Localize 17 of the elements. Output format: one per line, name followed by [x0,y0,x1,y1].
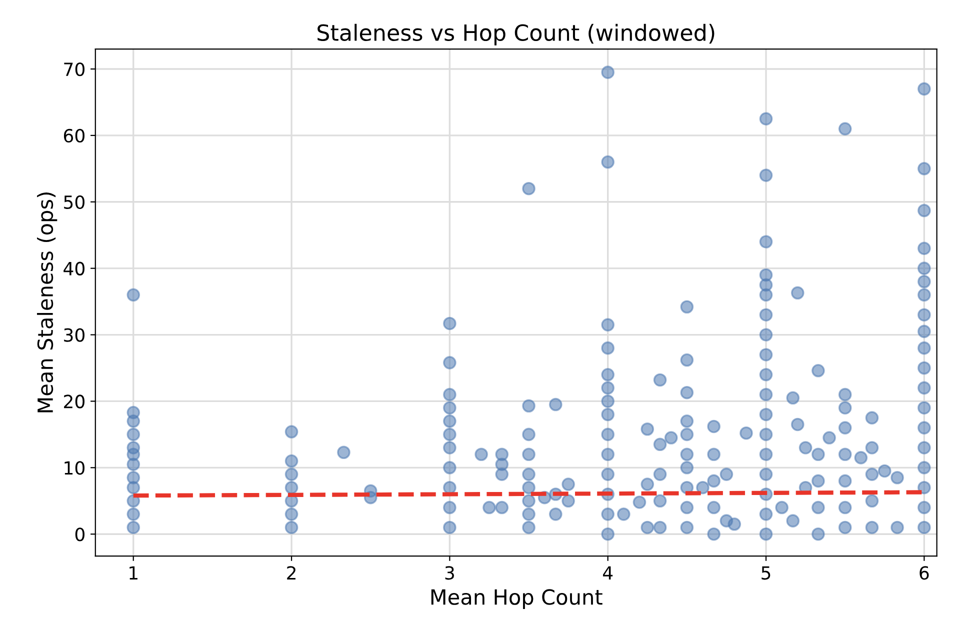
y-axis-title: Mean Staleness (ops) [36,192,58,412]
chart-title: Staleness vs Hop Count (windowed) [318,24,714,46]
x-tick-label: 5 [762,566,770,580]
y-tick-label: 10 [64,461,84,475]
y-tick-label: 50 [64,195,84,209]
x-tick-label: 6 [920,566,929,580]
x-tick-label: 2 [287,566,296,580]
x-tick-label: 4 [602,566,613,580]
x-axis-title: Mean Hop Count [431,589,602,609]
y-tick-label: 40 [64,262,84,276]
x-tick-label: 1 [130,566,138,580]
y-tick-label: 0 [75,528,84,542]
y-tick-label: 60 [64,128,84,143]
y-tick-label: 20 [64,394,84,408]
y-tick-label: 30 [64,328,84,342]
y-tick-label: 70 [64,62,84,76]
x-tick-label: 3 [445,566,454,580]
